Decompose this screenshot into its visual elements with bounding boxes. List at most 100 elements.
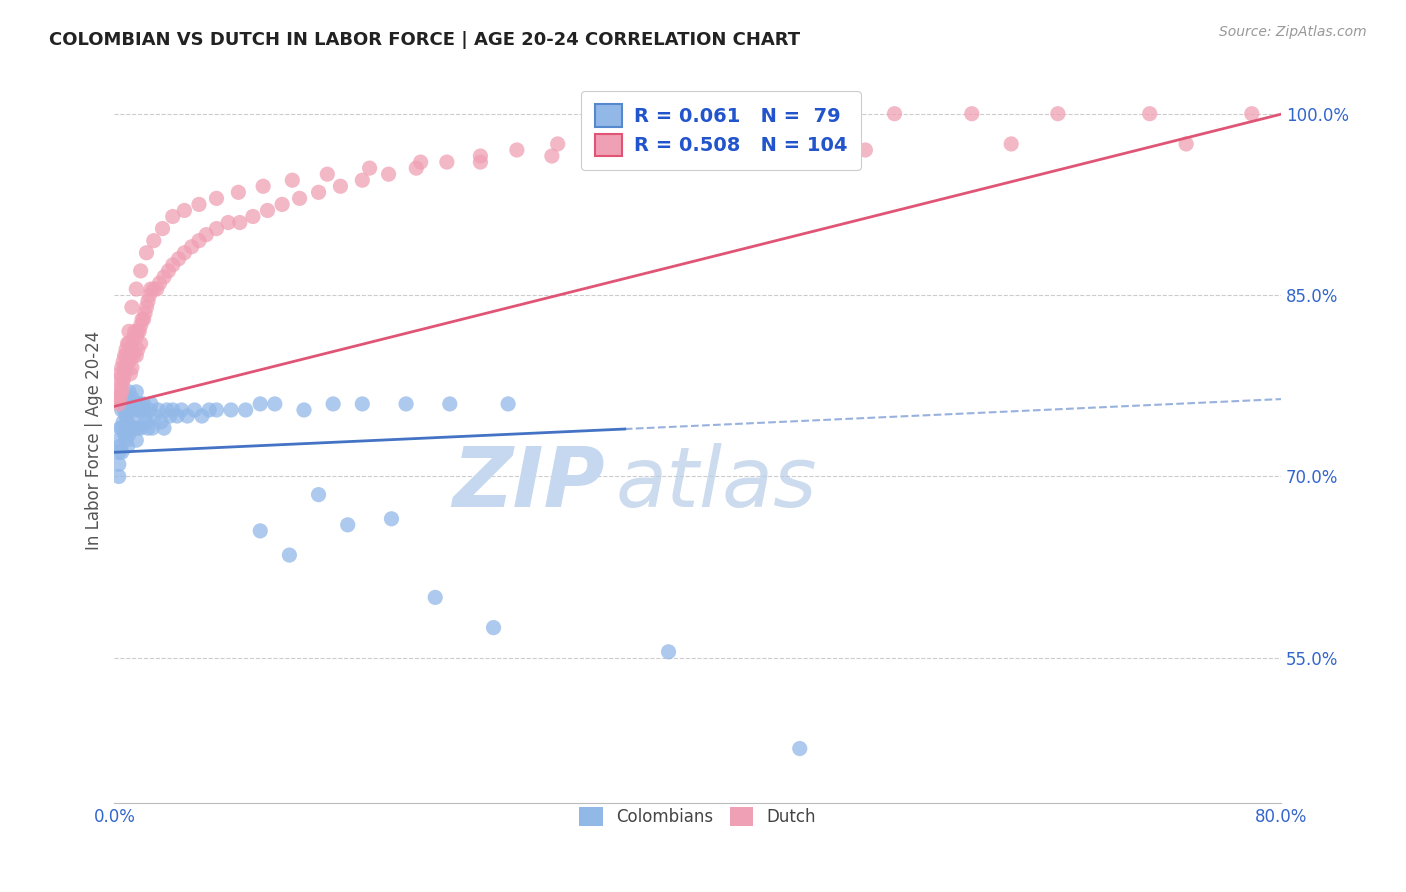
Point [146, 403, 169, 417]
Point [195, 227, 218, 242]
Point [149, 276, 172, 290]
Text: Source: ZipAtlas.com: Source: ZipAtlas.com [1219, 25, 1367, 39]
Point [470, 155, 492, 169]
Point [120, 397, 142, 411]
Point [628, 149, 651, 163]
Point [256, 203, 278, 218]
Point [409, 155, 432, 169]
Point [1000, 136, 1022, 151]
Point [118, 427, 141, 442]
Point [114, 367, 136, 381]
Point [117, 415, 139, 429]
Point [111, 445, 134, 459]
Point [308, 186, 330, 200]
Point [142, 234, 165, 248]
Point [690, 119, 713, 133]
Point [129, 318, 152, 333]
Point [316, 167, 339, 181]
Point [128, 403, 150, 417]
Point [1139, 106, 1161, 120]
Point [173, 245, 195, 260]
Point [120, 421, 142, 435]
Point [883, 106, 905, 120]
Point [136, 294, 159, 309]
Point [229, 215, 252, 229]
Point [110, 439, 132, 453]
Point [114, 403, 136, 417]
Point [288, 191, 311, 205]
Point [1046, 106, 1069, 120]
Point [129, 397, 152, 411]
Point [191, 409, 214, 423]
Point [129, 421, 152, 435]
Point [117, 354, 139, 368]
Point [118, 324, 141, 338]
Text: ZIP: ZIP [451, 443, 605, 524]
Point [470, 149, 492, 163]
Point [127, 343, 149, 357]
Point [107, 391, 129, 405]
Point [439, 397, 461, 411]
Point [110, 391, 132, 405]
Point [107, 433, 129, 447]
Point [112, 397, 135, 411]
Point [115, 433, 138, 447]
Point [139, 397, 162, 411]
Point [352, 397, 374, 411]
Point [142, 282, 165, 296]
Legend: Colombians, Dutch: Colombians, Dutch [571, 798, 824, 835]
Point [125, 282, 148, 296]
Point [138, 288, 160, 302]
Point [118, 336, 141, 351]
Point [152, 221, 174, 235]
Point [115, 343, 138, 357]
Point [135, 300, 157, 314]
Point [127, 324, 149, 338]
Point [129, 264, 152, 278]
Point [482, 621, 505, 635]
Point [166, 409, 188, 423]
Point [162, 258, 184, 272]
Point [547, 136, 569, 151]
Point [506, 143, 529, 157]
Point [159, 409, 181, 423]
Point [118, 354, 141, 368]
Point [132, 312, 155, 326]
Point [125, 384, 148, 399]
Point [120, 349, 142, 363]
Point [188, 234, 211, 248]
Point [128, 324, 150, 338]
Point [167, 252, 190, 266]
Point [135, 415, 157, 429]
Point [115, 391, 138, 405]
Text: COLOMBIAN VS DUTCH IN LABOR FORCE | AGE 20-24 CORRELATION CHART: COLOMBIAN VS DUTCH IN LABOR FORCE | AGE … [49, 31, 800, 49]
Point [352, 173, 374, 187]
Point [129, 336, 152, 351]
Point [228, 186, 250, 200]
Point [114, 349, 136, 363]
Point [112, 354, 135, 368]
Point [180, 240, 202, 254]
Point [252, 179, 274, 194]
Point [127, 397, 149, 411]
Point [329, 179, 352, 194]
Point [496, 397, 519, 411]
Point [110, 421, 132, 435]
Point [249, 524, 271, 538]
Point [170, 403, 193, 417]
Point [139, 282, 162, 296]
Point [960, 106, 983, 120]
Point [125, 433, 148, 447]
Point [125, 349, 148, 363]
Point [121, 343, 143, 357]
Point [107, 445, 129, 459]
Point [107, 397, 129, 411]
Point [118, 384, 141, 399]
Point [281, 173, 304, 187]
Point [121, 360, 143, 375]
Point [134, 409, 156, 423]
Point [118, 403, 141, 417]
Point [242, 210, 264, 224]
Point [117, 336, 139, 351]
Point [162, 403, 184, 417]
